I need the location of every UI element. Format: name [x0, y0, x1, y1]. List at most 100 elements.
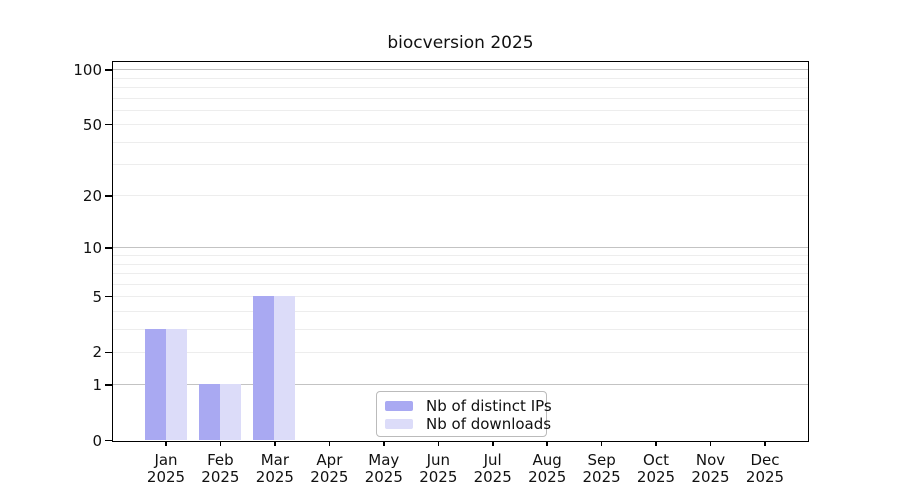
x-label-month: May: [368, 451, 400, 469]
x-tick-may: [383, 441, 385, 446]
x-label-year: 2025: [364, 468, 403, 486]
gridline-y-60: [113, 109, 808, 111]
x-tick-sep: [600, 441, 603, 446]
x-label-year: 2025: [255, 468, 294, 486]
y-tick-label-100: 100: [73, 60, 102, 79]
x-tick-apr: [328, 441, 331, 446]
y-tick-label-2: 2: [92, 343, 102, 362]
x-tick-label-jan: Jan 2025: [134, 452, 198, 486]
legend-swatch-distinct-ips: [385, 401, 413, 411]
x-label-year: 2025: [201, 468, 240, 486]
x-tick-label-feb: Feb 2025: [188, 452, 252, 486]
gridline-y-8: [113, 263, 808, 265]
gridline-y-5: [113, 296, 808, 297]
gridline-y-30: [113, 164, 808, 166]
x-tick-label-aug: Aug 2025: [515, 452, 579, 486]
gridline-y-4: [113, 310, 808, 312]
x-label-year: 2025: [582, 468, 621, 486]
y-tick-label-5: 5: [92, 287, 102, 306]
y-tick-5: [105, 295, 112, 298]
bar-nb-of-distinct-ips-mar: [253, 296, 275, 440]
x-tick-nov: [709, 441, 712, 446]
bar-nb-of-downloads-mar: [274, 296, 296, 440]
y-tick-50: [105, 123, 112, 126]
gridline-y-20: [113, 195, 808, 197]
y-tick-label-50: 50: [82, 115, 102, 134]
x-label-month: Jan: [154, 451, 178, 469]
gridline-y-9: [113, 255, 808, 256]
chart-title: biocversion 2025: [387, 33, 534, 53]
bar-nb-of-distinct-ips-jan: [144, 328, 166, 440]
gridline-y-10: [113, 247, 808, 249]
gridline-y-7: [113, 272, 808, 274]
y-tick-20: [105, 195, 112, 197]
x-label-year: 2025: [419, 468, 458, 486]
x-label-month: Jun: [426, 451, 451, 469]
legend-swatch-downloads: [385, 419, 413, 429]
y-tick-2: [105, 351, 112, 353]
gridline-y-50: [113, 124, 808, 126]
bar-layer: [113, 62, 808, 441]
x-label-year: 2025: [473, 468, 512, 486]
x-tick-label-apr: Apr 2025: [297, 452, 361, 486]
x-label-year: 2025: [310, 468, 349, 486]
y-tick-label-20: 20: [82, 186, 102, 205]
x-label-year: 2025: [745, 468, 785, 486]
x-label-month: Jul: [483, 451, 502, 469]
gridline-y-100: [113, 69, 808, 71]
x-label-month: Mar: [260, 451, 290, 469]
y-tick-label-1: 1: [92, 375, 102, 394]
gridline-y-3: [113, 328, 808, 330]
x-tick-label-jul: Jul 2025: [461, 452, 525, 486]
x-tick-label-nov: Nov 2025: [679, 452, 743, 486]
x-tick-aug: [546, 441, 548, 446]
x-tick-label-dec: Dec 2025: [733, 452, 797, 486]
x-tick-label-jun: Jun 2025: [406, 452, 470, 486]
legend: Nb of distinct IPs Nb of downloads: [376, 391, 552, 437]
legend-item-distinct-ips: Nb of distinct IPs: [385, 397, 552, 415]
x-label-month: Oct: [643, 451, 669, 469]
bar-nb-of-downloads-feb: [220, 384, 241, 440]
x-label-year: 2025: [528, 468, 567, 486]
x-tick-jul: [492, 441, 494, 446]
plot-area: Nb of distinct IPs Nb of downloads: [112, 61, 809, 442]
gridline-y-1: [113, 384, 808, 386]
x-tick-mar: [274, 441, 276, 446]
x-tick-feb: [219, 441, 222, 446]
x-tick-label-sep: Sep 2025: [570, 452, 634, 486]
x-tick-label-mar: Mar 2025: [243, 452, 307, 486]
grid-layer: [113, 62, 808, 441]
x-label-month: Aug: [532, 451, 562, 469]
gridline-y-80: [113, 86, 808, 88]
y-tick-100: [105, 69, 112, 71]
x-label-month: Dec: [750, 451, 780, 469]
y-tick-1: [105, 384, 112, 386]
legend-label-downloads: Nb of downloads: [426, 415, 552, 433]
gridline-y-2: [113, 351, 808, 353]
x-label-year: 2025: [691, 468, 730, 486]
x-label-year: 2025: [146, 468, 186, 486]
y-tick-10: [105, 247, 112, 249]
x-label-year: 2025: [636, 468, 676, 486]
gridline-y-70: [113, 97, 808, 99]
gridline-y-6: [113, 283, 808, 285]
x-tick-dec: [764, 441, 766, 446]
x-label-month: Sep: [587, 451, 616, 469]
bar-nb-of-downloads-jan: [165, 328, 187, 440]
legend-item-downloads: Nb of downloads: [385, 415, 551, 433]
x-tick-label-oct: Oct 2025: [624, 452, 688, 486]
x-tick-jan: [165, 441, 167, 446]
y-tick-label-0: 0: [92, 431, 102, 450]
bar-nb-of-distinct-ips-feb: [199, 384, 220, 440]
x-tick-oct: [655, 441, 657, 446]
x-label-month: Feb: [207, 451, 234, 469]
x-tick-jun: [437, 441, 439, 446]
legend-label-distinct-ips: Nb of distinct IPs: [426, 397, 552, 415]
gridline-y-40: [113, 141, 808, 143]
x-tick-label-may: May 2025: [352, 452, 416, 486]
y-tick-label-10: 10: [82, 238, 102, 257]
y-tick-0: [105, 439, 112, 442]
x-label-month: Apr: [316, 451, 343, 469]
